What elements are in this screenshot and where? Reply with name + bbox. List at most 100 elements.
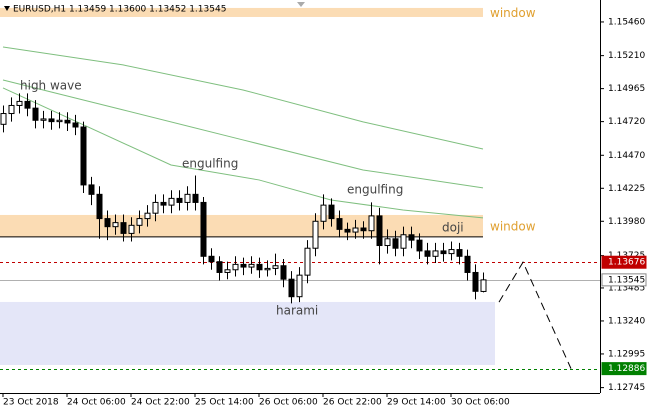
zone — [0, 301, 495, 365]
candle-body — [216, 261, 223, 273]
y-tick-label: 1.12745 — [608, 383, 645, 393]
candle-body — [328, 204, 335, 220]
moving-average — [2, 79, 484, 189]
header-icon — [4, 6, 10, 11]
y-tick-label: 1.12995 — [608, 349, 645, 359]
x-tick-label: 30 Oct 06:00 — [451, 398, 510, 408]
candle-body — [208, 255, 215, 263]
projection — [498, 261, 572, 369]
candle-body — [224, 269, 231, 273]
x-tick-label: 25 Oct 14:00 — [195, 398, 254, 408]
candle-body — [160, 201, 167, 206]
candle-body — [480, 279, 487, 292]
candle-body — [352, 227, 359, 233]
candle-body — [176, 197, 183, 203]
candle-body — [80, 126, 87, 186]
pattern-label: engulfing — [347, 183, 403, 197]
candle-body — [312, 220, 319, 249]
candle-body — [112, 222, 119, 228]
candle-body — [384, 238, 391, 247]
candle-body — [128, 224, 135, 234]
candle-body — [120, 222, 127, 234]
candle-body — [424, 250, 431, 257]
candle-body — [464, 255, 471, 273]
price-box — [601, 273, 647, 287]
candle-body — [168, 197, 175, 206]
x-tick-label: 26 Oct 22:00 — [323, 398, 382, 408]
y-tick-label: 1.14965 — [608, 84, 645, 94]
chart-title: EURUSD,H1 1.13459 1.13600 1.13452 1.1354… — [13, 5, 226, 15]
candle-body — [0, 113, 7, 125]
candle-body — [392, 238, 399, 249]
candle-body — [72, 122, 79, 128]
candle-body — [288, 278, 295, 298]
candle-body — [200, 201, 207, 257]
y-tick-label: 1.14470 — [608, 151, 645, 161]
candle-body — [136, 218, 143, 226]
candle-body — [192, 193, 199, 203]
x-tick-label: 26 Oct 06:00 — [259, 398, 318, 408]
candle-body — [368, 215, 375, 232]
candle-body — [248, 263, 255, 268]
candle-body — [256, 263, 263, 271]
pattern-label: high wave — [20, 79, 82, 93]
pattern-label: doji — [442, 221, 464, 235]
candle-body — [456, 249, 463, 257]
candle-body — [304, 247, 311, 276]
x-tick-label: 29 Oct 14:00 — [387, 398, 446, 408]
y-tick-label: 1.15210 — [608, 51, 645, 61]
candle-body — [448, 249, 455, 255]
candle-body — [360, 227, 367, 232]
price-box-label: 1.13545 — [608, 275, 645, 285]
scroll-marker — [297, 2, 305, 7]
moving-average — [2, 46, 484, 150]
candle-body — [400, 234, 407, 249]
y-tick-label: 1.14225 — [608, 184, 645, 194]
candle-body — [40, 118, 47, 121]
candle-body — [48, 118, 55, 123]
candle-body — [88, 184, 95, 195]
x-tick-label: 24 Oct 22:00 — [131, 398, 190, 408]
candle-body — [408, 234, 415, 241]
candle-body — [64, 119, 71, 124]
candle-body — [296, 274, 303, 298]
candle-body — [96, 193, 103, 220]
candle-body — [232, 263, 239, 271]
y-tick-label: 1.14720 — [608, 117, 645, 127]
candle-body — [56, 119, 63, 123]
zone — [0, 214, 483, 237]
zone — [0, 7, 483, 17]
price-box — [601, 255, 647, 269]
candle-body — [272, 265, 279, 269]
candle-body — [344, 228, 351, 233]
candle-body — [376, 215, 383, 247]
candle-body — [440, 250, 447, 255]
candle-body — [16, 100, 23, 106]
price-box-label: 1.13676 — [608, 258, 645, 268]
pattern-label: harami — [276, 304, 318, 318]
y-tick-label: 1.13240 — [608, 316, 645, 326]
zone-label: window — [490, 219, 536, 233]
y-tick-label: 1.13485 — [608, 283, 645, 293]
zone-label: window — [490, 6, 536, 20]
candle-body — [8, 104, 15, 115]
candle-body — [416, 239, 423, 252]
y-tick-label: 1.13980 — [608, 217, 645, 227]
candle-body — [32, 107, 39, 121]
candle-body — [184, 193, 191, 203]
pattern-label: engulfing — [182, 157, 238, 171]
moving-average — [2, 87, 484, 219]
x-tick-label: 23 Oct 2018 — [3, 398, 59, 408]
candle-body — [144, 212, 151, 220]
candle-body — [320, 204, 327, 222]
candle-body — [152, 201, 159, 214]
y-tick-label: 1.15460 — [608, 17, 645, 27]
price-box-label: 1.12886 — [608, 364, 645, 374]
price-box — [601, 362, 647, 376]
candle-body — [264, 267, 271, 271]
x-tick-label: 24 Oct 06:00 — [67, 398, 126, 408]
candle-body — [336, 218, 343, 230]
candle-body — [472, 271, 479, 292]
candle-body — [24, 100, 31, 109]
